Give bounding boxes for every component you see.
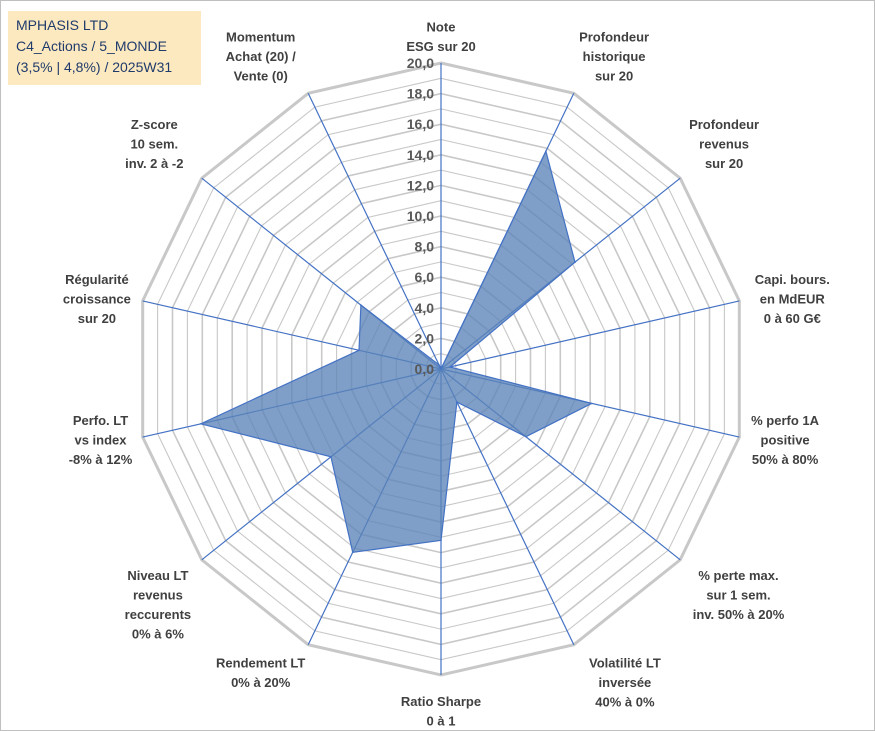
data-point — [456, 401, 458, 403]
axis-label: Note ESG sur 20 — [406, 20, 475, 55]
axis-label-line: revenus — [699, 137, 749, 152]
data-point — [330, 456, 332, 458]
axis-label-line: 0% à 6% — [132, 627, 184, 642]
chart-title-box: MPHASIS LTD C4_Actions / 5_MONDE (3,5% |… — [8, 11, 201, 85]
axis-label-line: sur 1 sem. — [706, 588, 770, 603]
radar-tick-labels: 0,0 2,0 4,0 6,0 8,0 10,0 12,0 14,0 16,0 18,0 20,0 — [407, 55, 434, 377]
axis-label-line: historique — [583, 49, 646, 64]
tick-label: 12,0 — [407, 177, 434, 193]
tick-label: 10,0 — [407, 208, 434, 224]
axis-spoke — [307, 93, 442, 370]
axis-label-line: 10 sem. — [130, 137, 178, 152]
axis-label-line: Vente (0) — [234, 68, 288, 83]
axis-spoke — [440, 368, 575, 645]
axis-label-line: Perfo. LT — [73, 413, 128, 428]
axis-label-line: 40% à 0% — [595, 695, 655, 710]
axis-label-line: 0 à 1 — [427, 714, 456, 729]
axis-label-line: -8% à 12% — [69, 452, 133, 467]
axis-label-line: vs index — [74, 432, 127, 447]
tick-label: 14,0 — [407, 147, 434, 163]
axis-label-line: % perte max. — [698, 568, 778, 583]
axis-label-line: inversée — [599, 675, 652, 690]
data-point — [358, 349, 360, 352]
axis-label-line: sur 20 — [78, 311, 116, 326]
axis-label: Ratio Sharpe 0 à 1 — [401, 694, 481, 729]
data-point — [590, 402, 593, 405]
axis-label-line: Z-score — [131, 117, 178, 132]
data-point — [574, 261, 576, 264]
axis-label-line: inv. 50% à 20% — [693, 607, 785, 622]
axis-label: Rendement LT 0% à 20% — [216, 656, 305, 691]
axis-label-line: inv. 2 à -2 — [125, 156, 183, 171]
title-line-3: (3,5% | 4,8%) / 2025W31 — [16, 59, 173, 75]
tick-label: 2,0 — [415, 330, 435, 346]
axis-label-line: sur 20 — [595, 68, 633, 83]
data-point — [438, 364, 440, 366]
axis-label-line: Profondeur — [579, 29, 649, 44]
axis-label-line: Profondeur — [689, 117, 759, 132]
axis-label-line: positive — [761, 432, 810, 447]
axis-label-line: Niveau LT — [127, 568, 188, 583]
axis-label-line: Achat (20) / — [226, 49, 296, 64]
axis-label: Profondeur historique sur 20 — [579, 29, 649, 83]
data-point — [351, 551, 354, 554]
axis-label: Z-score 10 sem. inv. 2 à -2 — [125, 117, 183, 171]
tick-label: 18,0 — [407, 86, 434, 102]
axis-label-line: Ratio Sharpe — [401, 694, 481, 709]
title-line-2: C4_Actions / 5_MONDE — [16, 38, 167, 54]
axis-label-line: Régularité — [65, 272, 129, 287]
axis-spoke — [440, 300, 740, 370]
axis-label-line: Volatilité LT — [589, 656, 661, 671]
axis-label-line: en MdEUR — [760, 292, 826, 307]
data-point — [440, 539, 442, 542]
data-point — [545, 150, 547, 152]
tick-label: 6,0 — [415, 269, 435, 285]
axis-label: Régularité croissance sur 20 — [63, 272, 131, 326]
title-line-1: MPHASIS LTD — [16, 17, 109, 33]
tick-label: 0,0 — [415, 361, 435, 377]
axis-label-line: Note — [427, 20, 456, 35]
tick-label: 4,0 — [415, 300, 435, 316]
axis-label-line: sur 20 — [705, 156, 743, 171]
axis-label-line: croissance — [63, 292, 131, 307]
radar-axis-labels: Note ESG sur 20 Profondeur historique sur 20… — [63, 20, 830, 729]
axis-label: Capi. bours. en MdEUR 0 à 60 G€ — [755, 272, 830, 326]
axis-label-line: % perfo 1A — [751, 413, 820, 428]
axis-label-line: 50% à 80% — [752, 452, 819, 467]
tick-label: 20,0 — [407, 55, 434, 71]
tick-label: 16,0 — [407, 116, 434, 132]
axis-label: Profondeur revenus sur 20 — [689, 117, 759, 171]
data-point — [449, 366, 451, 368]
axis-label: % perfo 1A positive 50% à 80% — [751, 413, 820, 467]
axis-label: % perte max. sur 1 sem. inv. 50% à 20% — [693, 568, 785, 622]
tick-label: 8,0 — [415, 239, 435, 255]
axis-label: Volatilité LT inversée 40% à 0% — [589, 656, 661, 710]
axis-label-line: ESG sur 20 — [406, 39, 475, 54]
axis-label-line: reccurents — [125, 607, 191, 622]
data-point — [440, 368, 442, 370]
axis-label-line: revenus — [133, 588, 183, 603]
axis-label-line: Capi. bours. — [755, 272, 830, 287]
axis-label: Perfo. LT vs index -8% à 12% — [69, 413, 133, 467]
data-point — [200, 423, 202, 425]
axis-label: Momentum Achat (20) / Vente (0) — [226, 29, 296, 83]
data-point — [525, 435, 527, 438]
axis-label-line: 0% à 20% — [231, 675, 291, 690]
axis-label: Niveau LT revenus reccurents 0% à 6% — [125, 568, 191, 642]
radar-series — [199, 149, 594, 554]
axis-label-line: 0 à 60 G€ — [764, 311, 821, 326]
axis-label-line: Rendement LT — [216, 656, 305, 671]
axis-label-line: Momentum — [226, 29, 295, 44]
data-point — [360, 304, 362, 306]
